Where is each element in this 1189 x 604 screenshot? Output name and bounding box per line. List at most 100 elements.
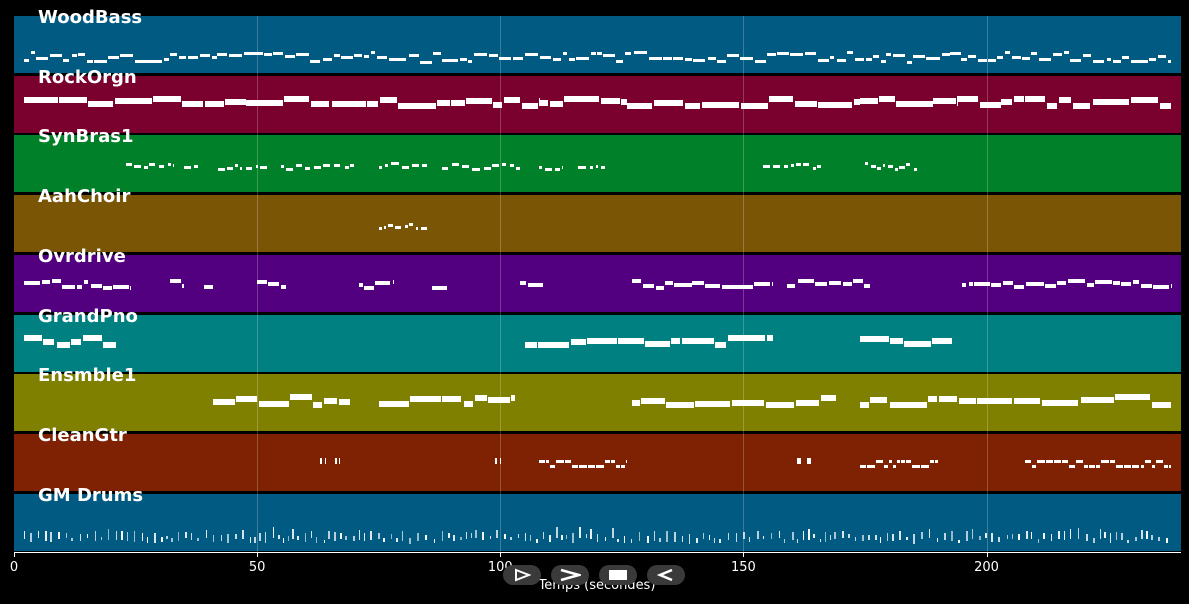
note — [796, 538, 799, 543]
note — [295, 52, 309, 56]
note — [754, 281, 771, 286]
note — [926, 57, 940, 61]
note — [864, 283, 870, 288]
note — [944, 532, 946, 540]
note — [259, 533, 261, 542]
note — [188, 55, 199, 59]
note — [799, 457, 802, 464]
note — [702, 102, 739, 109]
note — [743, 531, 745, 539]
note — [818, 59, 830, 63]
rewind-button[interactable] — [647, 565, 685, 585]
note — [587, 337, 617, 344]
note — [961, 57, 968, 61]
note — [688, 533, 691, 544]
note — [462, 165, 470, 169]
note — [1095, 464, 1101, 468]
note — [100, 537, 103, 541]
note — [432, 285, 447, 290]
note — [765, 401, 795, 408]
note — [895, 168, 898, 172]
note — [884, 464, 888, 468]
note — [515, 166, 520, 170]
note — [875, 534, 877, 541]
note — [304, 533, 307, 542]
note — [702, 533, 705, 540]
note — [1121, 533, 1123, 541]
note — [425, 534, 427, 540]
note — [395, 226, 402, 230]
note — [539, 56, 551, 59]
note — [58, 532, 60, 540]
note — [812, 166, 816, 170]
note — [570, 339, 586, 346]
note — [1151, 401, 1172, 408]
note — [258, 401, 289, 408]
note — [875, 459, 884, 463]
note — [1151, 464, 1155, 468]
note — [363, 285, 374, 290]
note — [539, 100, 548, 107]
note — [503, 97, 521, 104]
note — [370, 530, 372, 540]
note — [920, 464, 929, 468]
note — [777, 51, 789, 55]
note — [854, 536, 857, 542]
note — [385, 163, 388, 167]
note — [396, 538, 398, 543]
note — [225, 98, 246, 105]
note — [565, 535, 568, 540]
note — [205, 529, 208, 539]
note — [441, 167, 449, 171]
note — [126, 532, 129, 542]
note — [671, 338, 681, 344]
note — [778, 531, 781, 538]
note — [766, 335, 773, 342]
note — [796, 457, 799, 464]
fast-forward-button[interactable] — [551, 565, 589, 585]
note — [928, 528, 931, 539]
note — [631, 278, 642, 283]
note — [862, 534, 864, 541]
note — [659, 538, 661, 543]
note — [600, 97, 620, 104]
note — [449, 58, 458, 62]
x-tick-label: 50 — [248, 560, 266, 575]
note — [552, 58, 562, 62]
note — [353, 535, 355, 542]
note — [769, 96, 794, 103]
note — [473, 53, 487, 57]
note — [962, 282, 967, 287]
note — [363, 55, 369, 59]
note — [719, 539, 721, 543]
note — [638, 532, 641, 541]
note — [459, 57, 467, 61]
stop-button[interactable] — [599, 565, 637, 585]
note — [998, 536, 1000, 542]
note — [848, 533, 850, 539]
note — [149, 59, 163, 63]
note — [263, 53, 273, 57]
note — [350, 164, 355, 168]
note — [666, 401, 694, 408]
note — [618, 337, 645, 344]
note — [736, 285, 754, 290]
note — [906, 459, 912, 463]
note — [341, 56, 354, 60]
note — [997, 56, 1004, 60]
note — [762, 535, 765, 540]
play-button[interactable] — [503, 565, 541, 585]
note — [843, 282, 853, 287]
note — [171, 538, 173, 542]
note — [878, 95, 895, 102]
note — [985, 532, 987, 538]
note — [242, 530, 244, 539]
note — [681, 338, 714, 345]
note — [692, 58, 706, 62]
note — [655, 286, 665, 291]
note — [883, 163, 886, 167]
note — [65, 533, 68, 539]
note — [572, 532, 574, 544]
note — [991, 533, 993, 542]
note — [604, 536, 607, 542]
